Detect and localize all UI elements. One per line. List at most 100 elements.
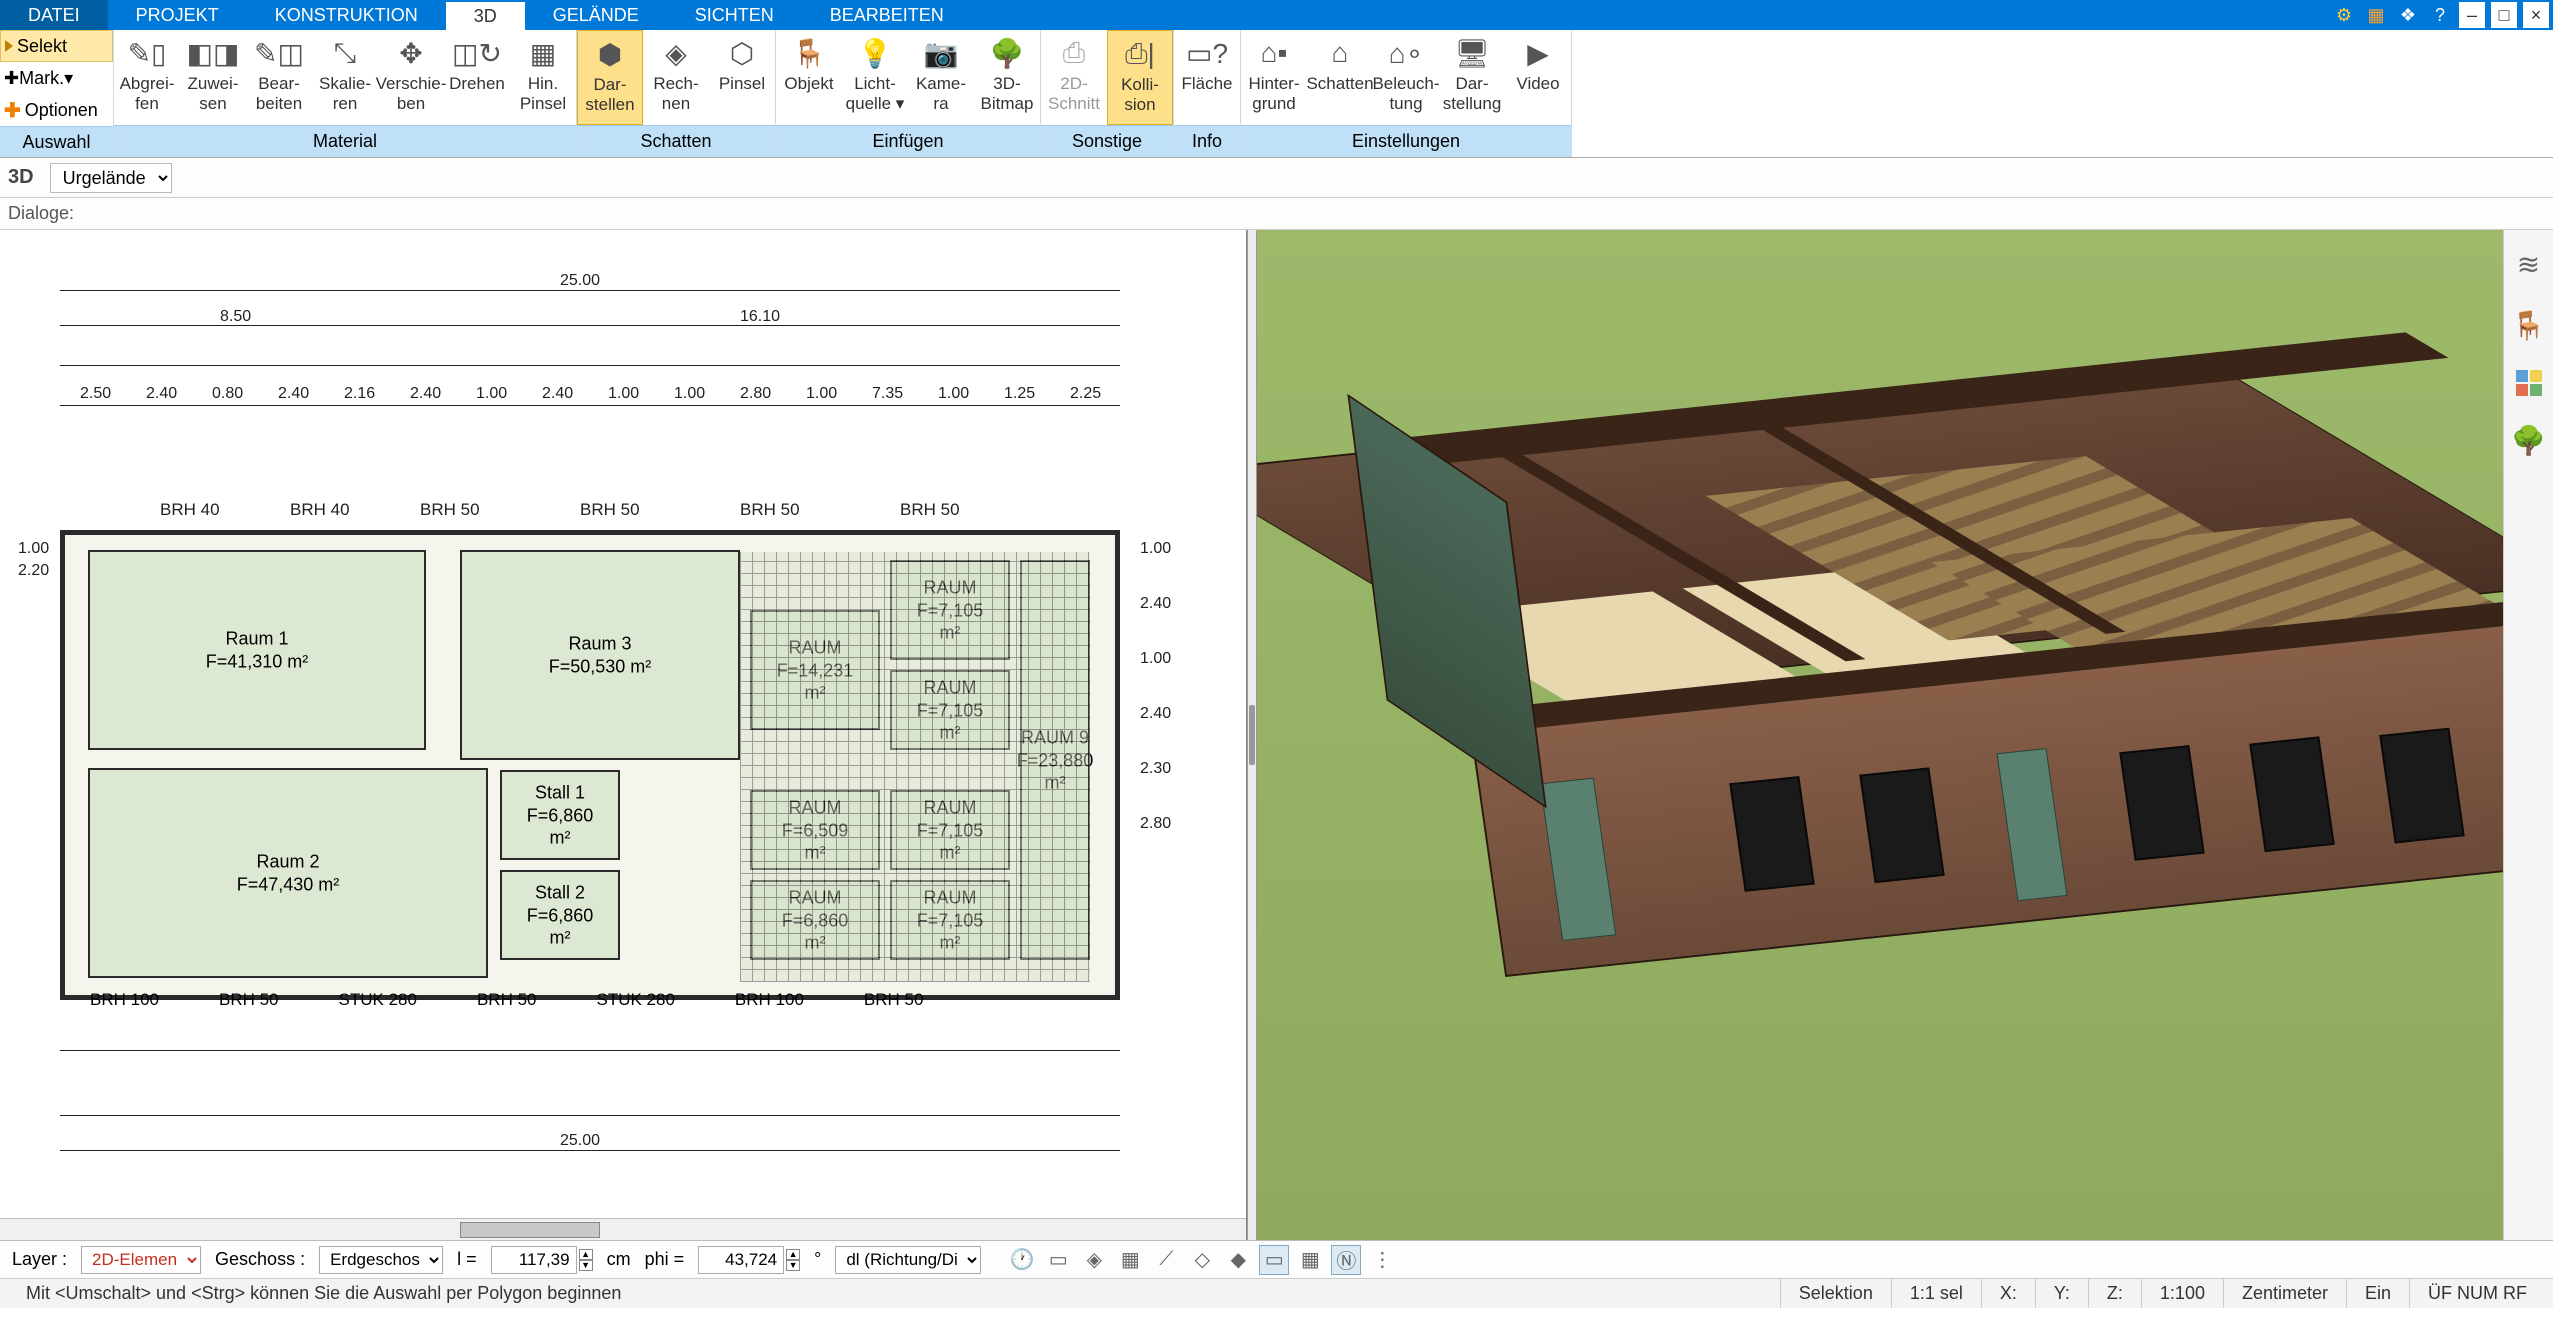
bottom-tool-3[interactable]: ▦ bbox=[1115, 1245, 1145, 1275]
side-panel: ≋ 🪑 🌳 bbox=[2503, 230, 2553, 1240]
ribbon-group-info: ▭?FlächeInfo bbox=[1174, 30, 1241, 157]
status-selektion: Selektion bbox=[1780, 1279, 1891, 1308]
ribbon-btn-objekt[interactable]: 🪑Objekt bbox=[776, 30, 842, 125]
tree-icon[interactable]: 🌳 bbox=[2511, 424, 2546, 457]
menu-tab-datei[interactable]: DATEI bbox=[0, 0, 108, 30]
menu-tab-3d[interactable]: 3D bbox=[446, 0, 525, 30]
menu-tab-sichten[interactable]: SICHTEN bbox=[667, 0, 802, 30]
ribbon-group-sonstige: ⎙2D-Schnitt⎙|Kolli-sionSonstige bbox=[1041, 30, 1174, 157]
ribbon-btn-flche[interactable]: ▭?Fläche bbox=[1174, 30, 1240, 125]
ribbon-group-einfügen: 🪑Objekt💡Licht-quelle ▾📷Kame-ra🌳3D-Bitmap… bbox=[776, 30, 1041, 157]
ribbon-btn-video[interactable]: ▶Video bbox=[1505, 30, 1571, 125]
status-unit: Zentimeter bbox=[2223, 1279, 2346, 1308]
room-s1[interactable]: Stall 1F=6,860 m² bbox=[500, 770, 620, 860]
ribbon-btn-zuwei[interactable]: ◧◨Zuwei-sen bbox=[180, 30, 246, 125]
ribbon-group-material: ✎▯Abgrei-fen◧◨Zuwei-sen✎◫Bear-beiten⤡Ska… bbox=[114, 30, 577, 157]
l-label: l = bbox=[457, 1249, 477, 1270]
window-minimize[interactable]: – bbox=[2459, 2, 2485, 28]
ribbon-btn-d[interactable]: 🌳3D-Bitmap bbox=[974, 30, 1040, 125]
view-splitter[interactable] bbox=[1247, 230, 1257, 1240]
room-r2[interactable]: Raum 2F=47,430 m² bbox=[88, 768, 488, 978]
group-label: Info bbox=[1174, 125, 1240, 157]
l-unit: cm bbox=[607, 1249, 631, 1270]
bottom-tool-9[interactable]: Ⓝ bbox=[1331, 1245, 1361, 1275]
ribbon-btn-licht[interactable]: 💡Licht-quelle ▾ bbox=[842, 30, 908, 125]
group-label-auswahl: Auswahl bbox=[0, 126, 113, 157]
ribbon-btn-dar[interactable]: ⬢Dar-stellen bbox=[577, 30, 643, 125]
bottom-tool-4[interactable]: ⟋ bbox=[1151, 1245, 1181, 1275]
optionen-button[interactable]: ✚Optionen bbox=[0, 94, 113, 126]
phi-input[interactable] bbox=[698, 1246, 784, 1274]
status-sel-ratio: 1:1 sel bbox=[1891, 1279, 1981, 1308]
layer-select[interactable]: 2D-Elemen bbox=[81, 1246, 201, 1274]
room-s2[interactable]: Stall 2F=6,860 m² bbox=[500, 870, 620, 960]
phi-label: phi = bbox=[645, 1249, 685, 1270]
bottom-tool-2[interactable]: ◈ bbox=[1079, 1245, 1109, 1275]
ribbon-btn-bear[interactable]: ✎◫Bear-beiten bbox=[246, 30, 312, 125]
ribbon-group-einstellungen: ⌂▪Hinter-grund⌂Schatten⌂∘Beleuch-tung🖥Da… bbox=[1241, 30, 1572, 157]
bottom-tool-10[interactable]: ⋮ bbox=[1367, 1245, 1397, 1275]
bottom-tool-1[interactable]: ▭ bbox=[1043, 1245, 1073, 1275]
geschoss-select[interactable]: Erdgeschos bbox=[319, 1246, 443, 1274]
ribbon: Selekt ✚Mark. ▾ ✚Optionen Auswahl ✎▯Abgr… bbox=[0, 30, 2553, 158]
context-bar: 3D Urgelände bbox=[0, 158, 2553, 198]
room-r1[interactable]: Raum 1F=41,310 m² bbox=[88, 550, 426, 750]
status-flags: ÜF NUM RF bbox=[2409, 1279, 2545, 1308]
title-icon-misc[interactable]: ❖ bbox=[2395, 2, 2421, 28]
title-icon-grid[interactable]: ▦ bbox=[2363, 2, 2389, 28]
mark-dropdown[interactable]: ✚Mark. ▾ bbox=[0, 62, 113, 94]
title-icon-tool[interactable]: ⚙ bbox=[2331, 2, 2357, 28]
bottom-tool-5[interactable]: ◇ bbox=[1187, 1245, 1217, 1275]
ribbon-btn-hin[interactable]: ▦Hin.Pinsel bbox=[510, 30, 576, 125]
ribbon-btn-abgrei[interactable]: ✎▯Abgrei-fen bbox=[114, 30, 180, 125]
view-3d[interactable] bbox=[1257, 230, 2503, 1240]
ribbon-btn-dar[interactable]: 🖥Dar-stellung bbox=[1439, 30, 1505, 125]
dim-total: 25.00 bbox=[560, 272, 600, 290]
dl-select[interactable]: dl (Richtung/Di bbox=[835, 1246, 981, 1274]
ribbon-btn-schatten[interactable]: ⌂Schatten bbox=[1307, 30, 1373, 125]
ribbon-btn-rech[interactable]: ◈Rech-nen bbox=[643, 30, 709, 125]
ribbon-btn-d[interactable]: ⎙2D-Schnitt bbox=[1041, 30, 1107, 125]
menu-bar: DATEI PROJEKT KONSTRUKTION 3D GELÄNDE SI… bbox=[0, 0, 2553, 30]
status-ein: Ein bbox=[2346, 1279, 2409, 1308]
bottom-tool-0[interactable]: 🕐 bbox=[1007, 1245, 1037, 1275]
palette-icon[interactable] bbox=[2516, 370, 2542, 396]
context-mode-label: 3D bbox=[8, 166, 34, 189]
ribbon-btn-pinsel[interactable]: ⬡Pinsel bbox=[709, 30, 775, 125]
ribbon-btn-hinter[interactable]: ⌂▪Hinter-grund bbox=[1241, 30, 1307, 125]
building-3d bbox=[1307, 312, 2407, 1128]
menu-tab-gelaende[interactable]: GELÄNDE bbox=[525, 0, 667, 30]
layer-label: Layer : bbox=[12, 1249, 67, 1270]
menu-tab-projekt[interactable]: PROJEKT bbox=[108, 0, 247, 30]
bottom-tool-8[interactable]: ▦ bbox=[1295, 1245, 1325, 1275]
view-2d[interactable]: 25.00 8.50 16.10 2.502.400.802.402.162.4… bbox=[0, 230, 1247, 1240]
menu-tab-konstruktion[interactable]: KONSTRUKTION bbox=[247, 0, 446, 30]
title-icon-help[interactable]: ? bbox=[2427, 2, 2453, 28]
ribbon-btn-kame[interactable]: 📷Kame-ra bbox=[908, 30, 974, 125]
group-label: Schatten bbox=[577, 125, 775, 157]
ribbon-btn-drehen[interactable]: ◫↻Drehen bbox=[444, 30, 510, 125]
group-label: Material bbox=[114, 125, 576, 157]
l-input[interactable] bbox=[491, 1246, 577, 1274]
hscrollbar-2d[interactable] bbox=[0, 1218, 1246, 1240]
ribbon-btn-kolli[interactable]: ⎙|Kolli-sion bbox=[1107, 30, 1173, 125]
ribbon-auswahl-group: Selekt ✚Mark. ▾ ✚Optionen Auswahl bbox=[0, 30, 114, 157]
context-dropdown-urgelaende[interactable]: Urgelände bbox=[50, 163, 172, 193]
group-label: Einstellungen bbox=[1241, 125, 1571, 157]
floorplan: Raum 1F=41,310 m²Raum 2F=47,430 m²Raum 3… bbox=[60, 530, 1120, 1010]
window-close[interactable]: × bbox=[2523, 2, 2549, 28]
bottom-tool-7[interactable]: ▭ bbox=[1259, 1245, 1289, 1275]
menu-tab-bearbeiten[interactable]: BEARBEITEN bbox=[802, 0, 972, 30]
furniture-icon[interactable]: 🪑 bbox=[2511, 309, 2546, 342]
bottom-tool-6[interactable]: ◆ bbox=[1223, 1245, 1253, 1275]
group-label: Einfügen bbox=[776, 125, 1040, 157]
ribbon-btn-verschie[interactable]: ✥Verschie-ben bbox=[378, 30, 444, 125]
room-r3[interactable]: Raum 3F=50,530 m² bbox=[460, 550, 740, 760]
ribbon-btn-beleuch[interactable]: ⌂∘Beleuch-tung bbox=[1373, 30, 1439, 125]
layers-icon[interactable]: ≋ bbox=[2517, 248, 2540, 281]
status-x: X: bbox=[1981, 1279, 2035, 1308]
ribbon-btn-skalie[interactable]: ⤡Skalie-ren bbox=[312, 30, 378, 125]
selekt-button[interactable]: Selekt bbox=[0, 30, 113, 62]
phi-unit: ° bbox=[814, 1249, 821, 1270]
window-maximize[interactable]: □ bbox=[2491, 2, 2517, 28]
